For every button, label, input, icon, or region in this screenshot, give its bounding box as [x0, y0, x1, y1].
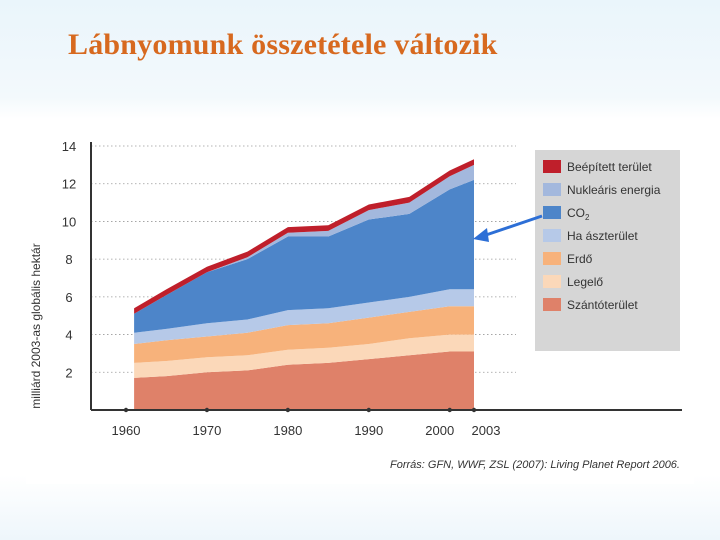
x-tick-label-1980: 1980: [273, 423, 302, 438]
legend-label-5: Legelő: [567, 275, 603, 289]
x-tick-1990: [366, 407, 371, 413]
legend-box: [535, 150, 680, 351]
legend-label-4: Erdő: [567, 252, 593, 266]
area-series-0: [134, 351, 474, 410]
x-tick-1960: [123, 407, 129, 413]
y-tick-label-6: 6: [65, 290, 72, 305]
slide-title: Lábnyomunk összetétele változik: [68, 28, 498, 61]
legend-label-3: Ha ászterület: [567, 229, 638, 243]
legend-label-0: Beépített terület: [567, 160, 652, 174]
y-tick-label-12: 12: [62, 177, 76, 192]
legend-swatch-3: [543, 229, 561, 242]
area-series-4: [134, 179, 474, 333]
area-layer: [134, 159, 474, 410]
annotation-arrow-head: [473, 228, 489, 242]
chart-panel: 2 4 6 8 10 12 14 1960 1970 1980 1990 2000 2003 Beépí…: [26, 118, 694, 484]
x-tick-label-2003: 2003: [472, 423, 501, 438]
x-tick-label-1960: 1960: [112, 423, 141, 438]
legend-swatch-4: [543, 252, 561, 265]
legend-swatch-0: [543, 160, 561, 173]
legend-swatch-6: [543, 298, 561, 311]
legend-swatch-2: [543, 206, 561, 219]
arrow-layer: [473, 214, 543, 242]
annotation-arrow-line: [482, 214, 543, 238]
legend-layer: Beépített terület Nukleáris energia CO2 Ha …: [535, 150, 680, 351]
y-tick-label-14: 14: [62, 139, 76, 154]
source-note: Forrás: GFN, WWF, ZSL (2007): Living Pla…: [390, 459, 680, 471]
area-series-3: [134, 289, 474, 344]
y-tick-label-4: 4: [65, 328, 72, 343]
legend-label-6: Szántóterület: [567, 298, 638, 312]
footprint-chart: 2 4 6 8 10 12 14 1960 1970 1980 1990 2000 2003 Beépí…: [29, 139, 682, 471]
x-tick-label-2000: 2000: [425, 423, 454, 438]
area-series-2: [134, 306, 474, 363]
x-tick-1970: [204, 407, 210, 413]
legend-swatch-5: [543, 275, 561, 288]
y-axis-label: milliárd 2003-as globális hektár: [29, 243, 43, 408]
legend-label-2: CO2: [567, 206, 590, 222]
axis-layer: 2 4 6 8 10 12 14 1960 1970 1980 1990 2000 2003: [62, 139, 682, 438]
x-tick-2000: [447, 407, 452, 413]
y-tick-label-8: 8: [65, 252, 72, 267]
x-tick-label-1970: 1970: [192, 423, 221, 438]
y-tick-label-10: 10: [62, 214, 76, 229]
legend-label-1: Nukleáris energia: [567, 183, 661, 197]
x-tick-label-1990: 1990: [354, 423, 383, 438]
area-series-1: [134, 334, 474, 378]
legend-swatch-1: [543, 183, 561, 196]
y-tick-label-2: 2: [65, 365, 72, 380]
x-tick-1980: [285, 407, 291, 413]
x-tick-2003: [471, 407, 477, 413]
